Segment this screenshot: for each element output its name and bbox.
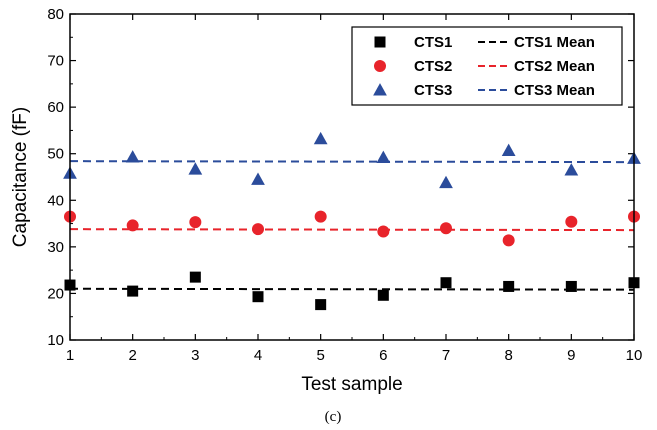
series-cts3: [63, 131, 641, 189]
x-tick-label: 8: [504, 347, 512, 364]
legend-mean-label-cts2: CTS2 Mean: [514, 58, 595, 75]
y-axis-title: Capacitance (fF): [10, 107, 31, 247]
legend-mean-label-cts3: CTS3 Mean: [514, 82, 595, 99]
y-tick-label: 40: [47, 192, 64, 209]
data-point-cts2: [252, 223, 264, 236]
y-tick-label: 30: [47, 239, 64, 256]
data-point-cts2: [440, 222, 452, 235]
y-tick-label: 20: [47, 285, 64, 302]
legend-label-cts2: CTS2: [414, 58, 452, 75]
data-point-cts3: [564, 163, 579, 176]
y-tick-label: 80: [47, 6, 64, 23]
data-point-cts1: [252, 291, 264, 303]
data-point-cts3: [313, 131, 328, 145]
x-tick-label: 6: [379, 347, 387, 364]
legend-box: [351, 26, 623, 106]
mean-line-cts1: [69, 287, 635, 291]
legend-label-cts1: CTS1: [414, 34, 452, 51]
y-tick-label: 70: [47, 53, 64, 70]
data-point-cts2: [126, 219, 139, 232]
x-tick-label: 4: [254, 347, 262, 364]
data-point-cts1: [565, 280, 577, 292]
legend-label-cts3: CTS3: [414, 82, 452, 99]
legend-marker-cts2: [374, 60, 386, 72]
data-point-cts1: [377, 289, 389, 301]
data-point-cts1: [440, 277, 452, 289]
x-tick-label: 3: [191, 347, 199, 364]
data-point-cts2: [314, 210, 327, 223]
legend-mean-label-cts1: CTS1 Mean: [514, 34, 595, 51]
x-tick-label: 5: [316, 347, 324, 364]
data-point-cts1: [315, 299, 327, 311]
x-tick-label: 1: [66, 347, 74, 364]
series-cts1: [64, 271, 640, 311]
series-cts2: [64, 210, 640, 247]
y-tick-label: 50: [47, 146, 64, 163]
mean-line-cts2: [69, 228, 635, 232]
data-point-cts2: [502, 234, 515, 247]
data-point-cts1: [127, 285, 139, 297]
legend-marker-cts1: [374, 36, 386, 48]
data-point-cts2: [565, 215, 578, 228]
data-point-cts3: [376, 150, 391, 163]
mean-line-cts3: [69, 160, 635, 164]
caption: (c): [325, 409, 342, 425]
plot-layer: [63, 131, 641, 311]
data-point-cts2: [189, 216, 202, 229]
data-point-cts3: [439, 175, 453, 189]
legend: CTS1 CTS1 Mean CTS2 CTS2 Mean CTS3 CTS3 Mean: [351, 26, 623, 106]
x-tick-label: 7: [442, 347, 450, 364]
data-point-cts3: [188, 162, 203, 175]
x-tick-label: 2: [128, 347, 136, 364]
y-tick-label: 60: [47, 99, 64, 116]
x-axis-title: Test sample: [301, 374, 402, 395]
data-point-cts3: [251, 172, 265, 185]
data-point-cts3: [125, 150, 140, 163]
x-tick-label: 9: [567, 347, 575, 364]
data-point-cts1: [189, 271, 201, 283]
data-point-cts1: [503, 280, 515, 292]
data-point-cts3: [501, 143, 516, 156]
legend-marker-cts3: [373, 83, 387, 96]
y-tick-label: 10: [47, 332, 64, 349]
data-point-cts2: [377, 225, 390, 238]
plot-frame: [69, 13, 635, 341]
x-tick-label: 10: [626, 347, 643, 364]
